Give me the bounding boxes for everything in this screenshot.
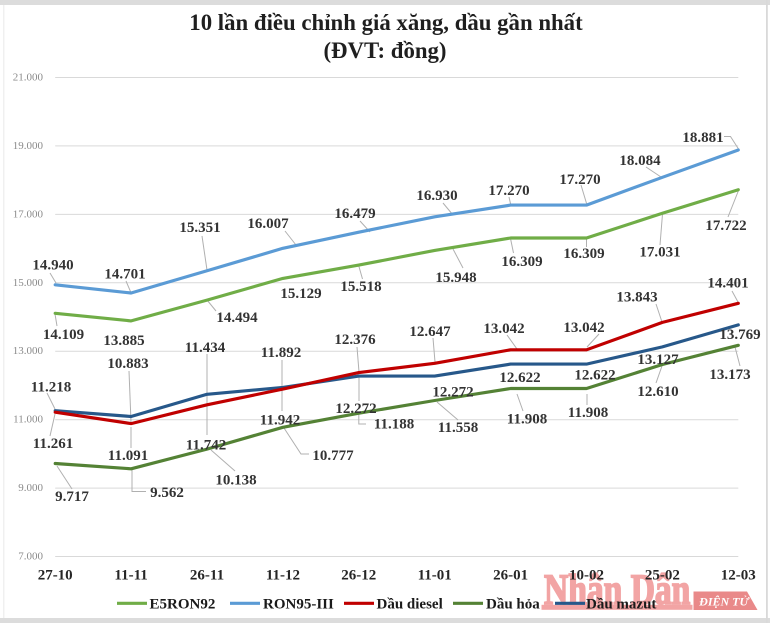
svg-text:12.376: 12.376 (334, 332, 376, 348)
svg-text:27-10: 27-10 (38, 568, 73, 584)
svg-text:11.261: 11.261 (33, 436, 73, 452)
svg-text:11.908: 11.908 (507, 412, 547, 428)
svg-text:19.000: 19.000 (13, 140, 44, 152)
svg-text:11.091: 11.091 (108, 448, 148, 464)
svg-text:17.000: 17.000 (13, 208, 44, 220)
svg-text:25-02: 25-02 (645, 568, 680, 584)
svg-text:26-11: 26-11 (190, 568, 224, 584)
svg-text:12.647: 12.647 (409, 324, 451, 340)
svg-text:17.270: 17.270 (488, 183, 529, 199)
svg-text:14.109: 14.109 (43, 327, 84, 343)
svg-text:14.701: 14.701 (104, 267, 145, 283)
svg-text:14.494: 14.494 (216, 310, 258, 326)
svg-text:7.000: 7.000 (18, 551, 43, 563)
svg-text:10 lần điều chỉnh giá xăng, dầ: 10 lần điều chỉnh giá xăng, dầu gần nhất (189, 10, 583, 35)
svg-text:26-01: 26-01 (493, 568, 528, 584)
svg-text:15.948: 15.948 (435, 270, 476, 286)
svg-text:Dầu hỏa: Dầu hỏa (486, 597, 540, 613)
svg-text:18.084: 18.084 (619, 153, 661, 169)
svg-text:11.742: 11.742 (186, 438, 226, 454)
svg-text:11-12: 11-12 (266, 568, 300, 584)
svg-text:18.881: 18.881 (682, 130, 723, 146)
svg-text:ĐIỆN TỬ: ĐIỆN TỬ (698, 595, 750, 609)
svg-text:16.309: 16.309 (563, 246, 604, 262)
svg-text:26-12: 26-12 (341, 568, 376, 584)
svg-text:13.000: 13.000 (13, 345, 44, 357)
svg-text:11.892: 11.892 (261, 345, 301, 361)
svg-text:12-03: 12-03 (721, 568, 756, 584)
svg-text:13.173: 13.173 (709, 367, 750, 383)
svg-text:(ĐVT: đồng): (ĐVT: đồng) (323, 38, 446, 63)
svg-text:9.000: 9.000 (18, 482, 43, 494)
svg-text:13.885: 13.885 (103, 333, 144, 349)
svg-text:11.942: 11.942 (260, 413, 300, 429)
svg-text:16.309: 16.309 (501, 254, 542, 270)
svg-text:11.218: 11.218 (31, 380, 71, 396)
svg-text:17.270: 17.270 (559, 172, 600, 188)
svg-text:E5RON92: E5RON92 (150, 597, 216, 613)
svg-text:13.843: 13.843 (616, 290, 657, 306)
svg-text:RON95-III: RON95-III (263, 597, 334, 613)
svg-text:12.272: 12.272 (335, 401, 376, 417)
svg-text:13.127: 13.127 (637, 352, 679, 368)
svg-text:11.000: 11.000 (13, 414, 43, 426)
svg-text:Dầu diesel: Dầu diesel (377, 597, 443, 613)
svg-text:10.883: 10.883 (107, 356, 148, 372)
svg-text:13.042: 13.042 (483, 321, 524, 337)
svg-text:15.518: 15.518 (340, 279, 381, 295)
svg-text:11-01: 11-01 (418, 568, 452, 584)
svg-text:11.908: 11.908 (568, 405, 608, 421)
svg-text:13.769: 13.769 (719, 327, 760, 343)
svg-text:10.138: 10.138 (215, 473, 256, 489)
svg-text:21.000: 21.000 (13, 72, 44, 84)
svg-text:10-02: 10-02 (569, 568, 604, 584)
svg-text:12.622: 12.622 (574, 368, 615, 384)
svg-text:11.188: 11.188 (374, 417, 414, 433)
svg-text:16.930: 16.930 (416, 188, 457, 204)
svg-text:16.007: 16.007 (247, 216, 289, 232)
svg-text:17.031: 17.031 (639, 245, 680, 261)
svg-text:17.722: 17.722 (705, 218, 746, 234)
svg-text:14.940: 14.940 (32, 258, 73, 274)
svg-text:16.479: 16.479 (334, 206, 375, 222)
svg-text:9.562: 9.562 (150, 485, 184, 501)
svg-text:15.000: 15.000 (13, 277, 44, 289)
svg-text:11.434: 11.434 (185, 340, 226, 356)
svg-text:12.610: 12.610 (637, 384, 678, 400)
svg-text:11.558: 11.558 (438, 420, 478, 436)
svg-text:Dầu mazut: Dầu mazut (586, 597, 656, 613)
svg-text:15.129: 15.129 (280, 286, 321, 302)
svg-text:12.272: 12.272 (432, 385, 473, 401)
svg-text:9.717: 9.717 (55, 489, 89, 505)
svg-text:13.042: 13.042 (563, 320, 604, 336)
svg-text:14.401: 14.401 (707, 276, 748, 292)
svg-text:12.622: 12.622 (499, 370, 540, 386)
svg-text:10.777: 10.777 (312, 448, 354, 464)
svg-text:11-11: 11-11 (114, 568, 147, 584)
svg-text:15.351: 15.351 (179, 220, 220, 236)
